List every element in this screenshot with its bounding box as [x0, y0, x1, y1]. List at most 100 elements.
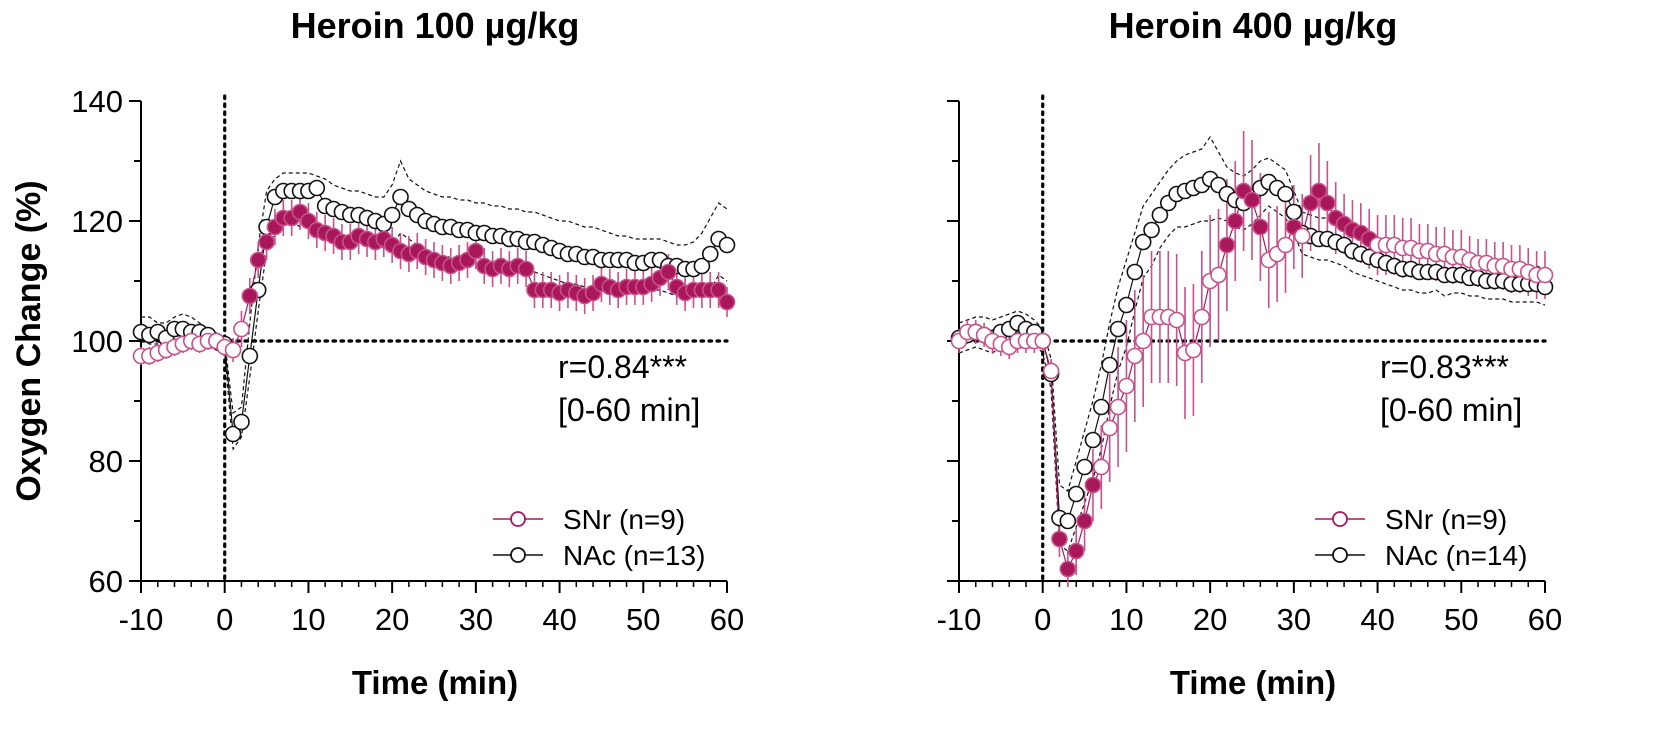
- legend: SNr (n=9) NAc (n=13): [493, 504, 705, 571]
- nac-point: [718, 236, 736, 254]
- nac-point: [233, 413, 250, 431]
- x-tick-label: 20: [1193, 602, 1227, 637]
- snr-point: [1210, 266, 1227, 284]
- snr-point-significant: [1310, 182, 1328, 200]
- snr-point: [1034, 332, 1052, 350]
- snr-point: [1277, 236, 1294, 254]
- correlation-window: [0-60 min]: [1380, 392, 1522, 428]
- snr-point-significant: [1252, 218, 1269, 236]
- snr-point: [1109, 398, 1127, 416]
- x-tick-label: 40: [1360, 602, 1394, 637]
- snr-point: [1118, 377, 1135, 395]
- nac-point: [1109, 320, 1127, 338]
- legend-label-snr: SNr (n=9): [563, 504, 685, 535]
- nac-point: [1059, 512, 1077, 530]
- correlation-window: [0-60 min]: [558, 392, 700, 428]
- y-tick-label: 100: [71, 324, 123, 359]
- snr-point: [1536, 266, 1554, 284]
- chart-title: Heroin 100 µg/kg: [291, 5, 580, 46]
- snr-point: [1168, 311, 1185, 329]
- snr-point: [1042, 362, 1060, 380]
- x-tick-label: 50: [1444, 602, 1478, 637]
- legend-marker-nac: [510, 547, 526, 563]
- nac-point: [1067, 485, 1085, 503]
- nac-point: [701, 245, 719, 263]
- snr-point-significant: [241, 287, 259, 305]
- nac-point: [693, 257, 711, 275]
- legend-marker-snr: [1332, 511, 1348, 527]
- legend-marker-nac: [1332, 547, 1348, 563]
- x-tick-label: 10: [291, 602, 325, 637]
- snr-point: [1101, 419, 1118, 437]
- y-tick-label: 60: [89, 564, 123, 599]
- nac-point: [392, 188, 409, 206]
- snr-point-significant: [1243, 191, 1261, 209]
- correlation-label: r=0.84***: [558, 349, 687, 385]
- correlation-label: r=0.83***: [1380, 349, 1509, 385]
- legend-label-nac: NAc (n=14): [1385, 540, 1527, 571]
- x-tick-label: 40: [542, 602, 576, 637]
- snr-point-significant: [1051, 530, 1068, 548]
- snr-point-significant: [1059, 560, 1077, 578]
- legend: SNr (n=9) NAc (n=14): [1315, 504, 1527, 571]
- nac-point: [308, 179, 326, 197]
- x-tick-label: 30: [459, 602, 493, 637]
- nac-point: [1285, 203, 1303, 221]
- nac-point: [1134, 233, 1152, 251]
- snr-point: [224, 341, 242, 359]
- snr-point-significant: [718, 293, 736, 311]
- x-tick-label: 0: [1034, 602, 1051, 637]
- x-axis-title: Time (min): [1170, 664, 1336, 701]
- snr-point: [1134, 332, 1152, 350]
- nac-point: [1118, 296, 1135, 314]
- legend-label-snr: SNr (n=9): [1385, 504, 1507, 535]
- snr-point-significant: [1084, 476, 1102, 494]
- x-tick-label: 60: [1528, 602, 1562, 637]
- panel-heroin-400: Heroin 400 µg/kg Time (min) r=0.83*** [0…: [937, 5, 1563, 701]
- nac-point: [224, 425, 242, 443]
- snr-point-significant: [1319, 194, 1336, 212]
- y-tick-label: 140: [71, 84, 123, 119]
- snr-point: [1193, 308, 1211, 326]
- nac-point: [1143, 221, 1160, 239]
- snr-point-significant: [710, 281, 727, 299]
- snr-point: [1293, 227, 1311, 245]
- x-tick-label: 30: [1277, 602, 1311, 637]
- panel-heroin-100: Heroin 100 µg/kg Time (min) r=0.84*** [0…: [71, 5, 744, 701]
- chart-title: Heroin 400 µg/kg: [1109, 5, 1398, 46]
- snr-point: [1126, 347, 1144, 365]
- snr-point-significant: [467, 242, 485, 260]
- nac-point: [1084, 431, 1102, 449]
- nac-point: [1277, 185, 1294, 203]
- x-tick-label: 0: [216, 602, 233, 637]
- snr-point-significant: [1067, 542, 1085, 560]
- snr-point-significant: [517, 260, 535, 278]
- y-tick-label: 80: [89, 444, 123, 479]
- x-tick-label: 20: [375, 602, 409, 637]
- nac-sem-upper: [141, 159, 728, 415]
- nac-point: [1151, 206, 1169, 224]
- snr-point-significant: [1076, 512, 1093, 530]
- x-tick-label: 50: [626, 602, 660, 637]
- legend-marker-snr: [510, 511, 526, 527]
- x-tick-label: -10: [937, 602, 982, 637]
- nac-point: [383, 206, 401, 224]
- snr-point-significant: [258, 233, 275, 251]
- snr-point: [233, 320, 250, 338]
- snr-point-significant: [1302, 194, 1319, 212]
- x-tick-label: 60: [710, 602, 744, 637]
- x-tick-label: 10: [1109, 602, 1143, 637]
- snr-point-significant: [1218, 236, 1236, 254]
- snr-point-significant: [249, 251, 267, 269]
- snr-point-significant: [1226, 212, 1244, 230]
- snr-point: [1093, 458, 1110, 476]
- nac-point: [241, 347, 259, 365]
- snr-point: [1185, 341, 1202, 359]
- legend-label-nac: NAc (n=13): [563, 540, 705, 571]
- nac-point: [1076, 458, 1093, 476]
- snr-point-significant: [660, 263, 677, 281]
- x-tick-label: -10: [119, 602, 164, 637]
- x-axis-title: Time (min): [352, 664, 518, 701]
- nac-point: [1126, 263, 1144, 281]
